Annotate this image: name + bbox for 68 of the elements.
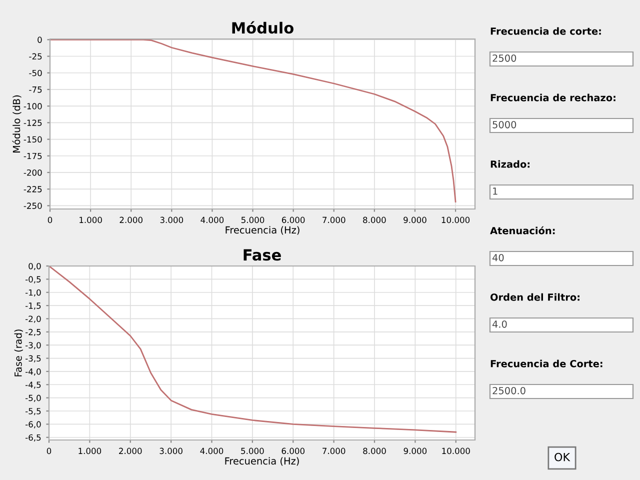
x-axis-title: Frecuencia (Hz): [225, 457, 299, 466]
x-tick-label: 0: [46, 448, 52, 454]
text: 2500.0: [492, 386, 526, 394]
y-tick-label: -4,0: [26, 368, 41, 376]
y-tick-label: -250: [24, 202, 42, 209]
y-tick-label: -225: [24, 186, 42, 192]
y-tick-label: -5,0: [26, 394, 41, 402]
y-tick-label: -4,5: [26, 382, 41, 389]
x-tick-label: 5.000: [241, 216, 264, 224]
y-tick-label: -1,5: [26, 302, 41, 310]
y-tick-label: -6,0: [26, 421, 41, 428]
text: Frecuencia de rechazo:: [490, 94, 616, 102]
y-tick-label: -150: [24, 136, 42, 143]
x-tick-label: 3.000: [160, 448, 182, 454]
x-tick-label: 1.000: [80, 216, 102, 224]
x-tick-label: 0: [48, 216, 52, 224]
y-tick-label: -200: [24, 169, 42, 176]
text: 40: [492, 254, 504, 262]
x-axis-title: Frecuencia (Hz): [226, 226, 300, 235]
line-series: [50, 39, 456, 202]
chart-title: Fase: [244, 249, 281, 261]
x-tick-label: 10.000: [442, 216, 470, 224]
y-tick-label: -2,5: [26, 328, 41, 336]
y-axis-title: Módulo (dB): [12, 95, 22, 152]
y-tick-label: -125: [24, 120, 42, 126]
y-tick-label: 0,0: [28, 262, 41, 270]
x-tick-label: 10.000: [442, 448, 470, 454]
x-tick-label: 2.000: [120, 216, 142, 224]
y-tick-label: -25: [29, 53, 42, 60]
y-axis-title: Fase (rad): [14, 330, 23, 376]
x-tick-label: 7.000: [322, 216, 346, 224]
y-tick-label: -1,0: [26, 289, 41, 296]
x-tick-label: 9.000: [404, 448, 427, 454]
y-tick-label: -5,5: [26, 408, 41, 416]
y-tick-label: -2,0: [26, 316, 41, 323]
x-tick-label: 6.000: [282, 216, 305, 224]
y-tick-label: -0,5: [26, 276, 41, 284]
y-tick-label: 0: [38, 36, 42, 43]
text: 5000: [492, 120, 516, 128]
line-series: [49, 266, 457, 433]
y-tick-label: -3,5: [26, 355, 41, 362]
y-tick-label: -100: [24, 103, 42, 110]
text: Rizado:: [490, 160, 530, 168]
x-tick-label: 7.000: [322, 448, 346, 454]
text: 4.0: [492, 320, 507, 328]
y-tick-label: -50: [29, 70, 42, 76]
chart-title: Módulo: [232, 21, 294, 34]
x-tick-label: 4.000: [200, 448, 224, 454]
y-tick-label: -75: [29, 86, 42, 93]
y-tick-label: -175: [24, 152, 42, 160]
x-tick-label: 6.000: [282, 448, 304, 454]
text: Atenuación:: [490, 226, 555, 234]
x-tick-label: 8.000: [363, 216, 386, 224]
text: Frecuencia de Corte:: [490, 360, 602, 368]
y-tick-label: -3,0: [26, 342, 41, 350]
text: Frecuencia de corte:: [490, 27, 601, 35]
text: 2500: [492, 54, 516, 62]
y-tick-label: -6,5: [26, 434, 41, 442]
text: OK: [554, 452, 570, 462]
x-tick-label: 9.000: [404, 216, 426, 224]
x-tick-label: 5.000: [241, 448, 264, 454]
text: 1: [493, 188, 498, 195]
x-tick-label: 2.000: [119, 448, 142, 454]
x-tick-label: 4.000: [200, 216, 224, 224]
x-tick-label: 1.000: [78, 448, 102, 454]
text: Orden del Filtro:: [490, 293, 580, 301]
x-tick-label: 8.000: [363, 448, 386, 454]
x-tick-label: 3.000: [160, 216, 184, 224]
